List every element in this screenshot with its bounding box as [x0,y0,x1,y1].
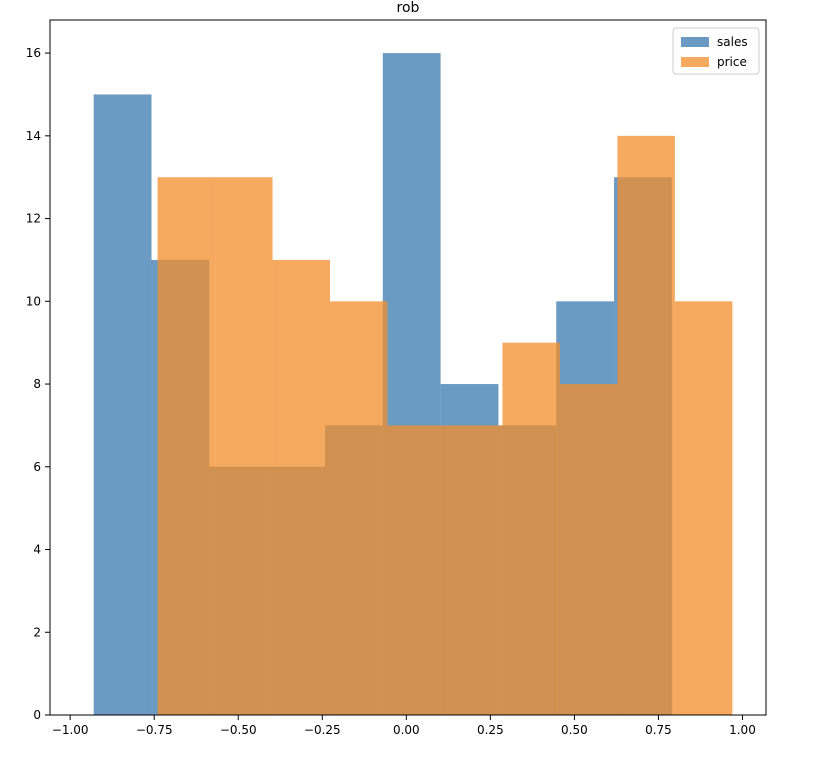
y-tick-label: 0 [33,708,41,722]
price-bar [215,177,273,715]
x-tick-label: −0.75 [136,723,173,737]
y-tick-label: 10 [26,294,41,308]
x-tick-label: 0.50 [561,723,588,737]
x-tick-label: −0.25 [304,723,341,737]
sales-bar [93,94,152,715]
bars-layer [93,53,733,716]
price-bar [502,342,560,715]
price-bar [330,301,388,715]
price-bar [559,384,618,715]
x-tick-label: −0.50 [220,723,257,737]
y-tick-label: 14 [26,129,41,143]
x-tick-label: −1.00 [52,723,89,737]
legend-swatch-sales [681,37,709,47]
y-tick-label: 12 [26,212,41,226]
plot-frame [49,19,767,716]
y-tick-label: 6 [33,460,41,474]
legend-label-price: price [717,55,747,69]
price-bar [387,425,445,715]
x-tick-label: 0.25 [477,723,504,737]
chart-title: rob [397,0,420,16]
legend-swatch-price [681,57,709,67]
legend-label-sales: sales [717,35,748,49]
y-tick-label: 8 [33,377,41,391]
price-bar [272,259,331,715]
legend: sales price [672,27,760,75]
axes-layer: −1.00 −0.75 −0.50 −0.25 0.00 0.25 0.50 0.75 1.00… [26,19,767,737]
price-bar [444,425,503,715]
price-bar [157,177,216,715]
x-tick-label: 0.00 [393,723,420,737]
price-bar [674,301,733,715]
x-tick-label: 0.75 [645,723,672,737]
y-tick-label: 16 [26,46,41,60]
y-tick-label: 2 [33,625,41,639]
y-tick-label: 4 [33,543,41,557]
x-tick-label: 1.00 [729,723,756,737]
price-bar [617,135,675,716]
